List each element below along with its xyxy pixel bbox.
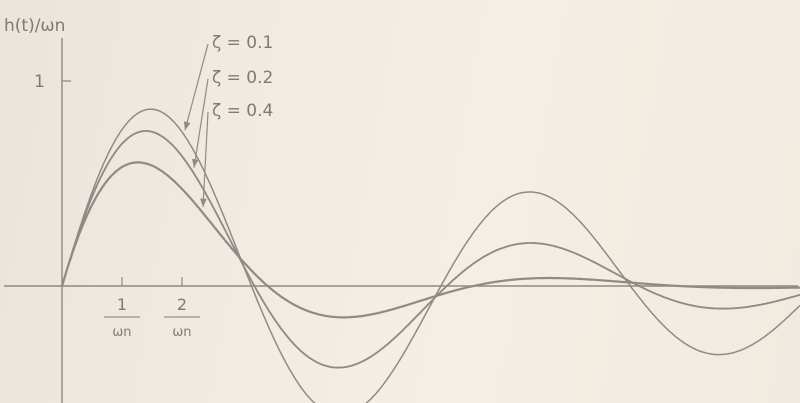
legend-arrow-2 <box>202 111 209 208</box>
legend-arrow-0 <box>184 43 209 131</box>
y-tick-label-0: 1 <box>34 72 45 92</box>
legend: ζ = 0.1 ζ = 0.2 ζ = 0.4 <box>183 33 273 208</box>
x-tick-denominator-1: ωn <box>172 325 191 340</box>
x-tick-denominator-0: ωn <box>112 325 131 340</box>
curves <box>60 108 800 403</box>
y-axis-label: h(t)/ωn <box>4 16 65 36</box>
legend-arrowhead-1 <box>192 158 199 168</box>
legend-label-0: ζ = 0.1 <box>212 33 273 53</box>
legend-arrowhead-2 <box>200 198 207 208</box>
labels: 1 1 ωn 2 ωn h(t)/ωn <box>4 16 200 340</box>
legend-label-2: ζ = 0.4 <box>212 101 273 121</box>
x-tick-numerator-1: 2 <box>177 295 187 314</box>
ticks <box>62 80 183 286</box>
series-line-1 <box>61 130 800 369</box>
x-tick-numerator-0: 1 <box>117 295 127 314</box>
axes <box>4 38 798 403</box>
series-line-2 <box>60 161 800 319</box>
legend-label-1: ζ = 0.2 <box>212 68 273 88</box>
series-line-0 <box>61 108 800 403</box>
legend-arrow-1 <box>193 78 209 168</box>
legend-arrowhead-0 <box>183 121 191 131</box>
